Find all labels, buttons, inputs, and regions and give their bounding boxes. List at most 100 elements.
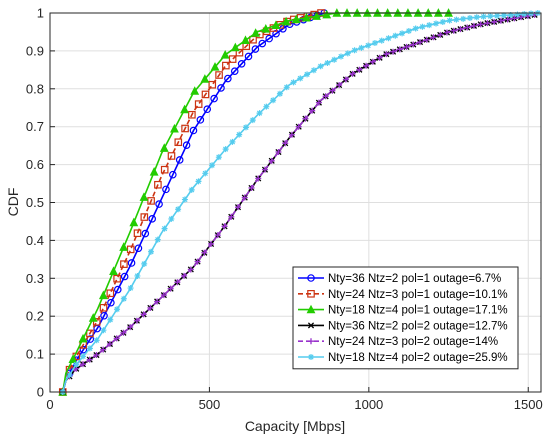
asterisk-marker [365,42,372,49]
asterisk-marker [378,37,385,44]
square-marker [215,71,223,79]
series-6 [59,10,541,395]
plus-marker [160,292,167,299]
plus-marker [268,157,275,164]
plus-marker [127,324,134,331]
asterisk-marker [433,20,440,27]
circle-marker [141,229,150,238]
square-marker [154,180,162,189]
asterisk-marker [86,345,93,352]
asterisk-marker [528,10,535,17]
circle-marker [189,126,198,135]
square-marker [133,229,142,238]
asterisk-marker [93,337,100,344]
triangle-marker [119,242,129,251]
asterisk-marker [283,84,290,91]
plus-marker [403,43,410,50]
plus-marker [93,352,100,359]
circle-marker [175,156,184,164]
circle-marker [251,45,260,53]
asterisk-marker [405,27,412,34]
plus-marker [194,258,201,265]
triangle-marker [68,354,78,363]
triangle-marker [312,11,321,20]
asterisk-marker [276,90,283,97]
y-tick-label: 0 [37,385,44,400]
square-marker [140,213,149,221]
triangle-marker [301,12,311,22]
square-marker [92,318,101,326]
circle-marker [230,67,239,75]
legend-label: Nty=18 Ntz=4 pol=1 outage=17.1% [328,305,508,317]
circle-marker [169,170,177,179]
plus-marker [356,66,363,73]
circle-marker [237,60,246,68]
circle-marker [224,74,232,83]
asterisk-marker [331,56,338,63]
asterisk-marker [439,18,446,25]
circle-marker [217,84,225,92]
plus-marker [470,22,477,29]
plus-marker [235,204,242,211]
plus-marker [491,18,498,25]
plus-marker [423,36,430,43]
plus-marker [100,346,107,353]
asterisk-marker [460,15,467,22]
asterisk-marker [175,206,182,213]
asterisk-marker [344,50,351,57]
plus-marker [349,70,356,77]
asterisk-marker [188,186,195,193]
plus-marker [457,26,464,33]
plus-marker [342,76,349,83]
y-tick-label: 0.7 [26,119,44,134]
plus-marker [288,131,295,138]
y-tick-label: 0.4 [26,233,44,248]
square-marker [222,61,230,70]
asterisk-marker [290,79,297,86]
triangle-marker [220,49,230,59]
plus-marker [363,62,370,69]
square-marker [167,152,176,160]
x-marker [307,322,315,329]
asterisk-marker [500,12,507,19]
asterisk-marker [466,15,473,22]
plus-marker [376,54,383,61]
asterisk-marker [399,30,406,37]
asterisk-marker [100,327,107,334]
plus-marker [255,175,262,182]
plus-marker [497,17,504,24]
y-tick-label: 0.6 [26,157,44,172]
plus-marker [477,21,484,28]
circle-marker [265,34,273,43]
asterisk-marker [338,53,345,60]
triangle-marker [210,62,220,71]
square-marker [188,110,196,119]
plus-marker [295,123,302,130]
square-marker [106,289,115,298]
triangle-marker [306,304,316,314]
legend-entry: Nty=18 Ntz=4 pol=2 outage=25.9% [298,352,508,364]
asterisk-marker [304,71,311,78]
circle-marker [79,345,88,354]
asterisk-marker [487,13,494,20]
plus-marker [302,115,309,122]
plus-marker [241,194,248,201]
triangle-marker [291,14,301,24]
circle-marker [127,259,136,267]
circle-marker [203,105,212,114]
legend-entry: Nty=36 Ntz=2 pol=2 outage=12.7% [298,320,508,332]
y-tick-label: 0.3 [26,271,44,286]
asterisk-marker [222,146,229,153]
legend: Nty=36 Ntz=2 pol=1 outage=6.7% Nty=24 Ntz… [292,266,519,370]
triangle-marker [200,74,210,83]
plus-marker [275,149,282,156]
asterisk-marker [215,154,222,161]
asterisk-marker [249,117,256,124]
triangle-marker [251,28,261,37]
asterisk-marker [134,272,141,279]
asterisk-marker [507,11,514,18]
asterisk-marker [209,162,216,169]
plus-marker [410,41,417,48]
asterisk-marker [256,110,263,117]
